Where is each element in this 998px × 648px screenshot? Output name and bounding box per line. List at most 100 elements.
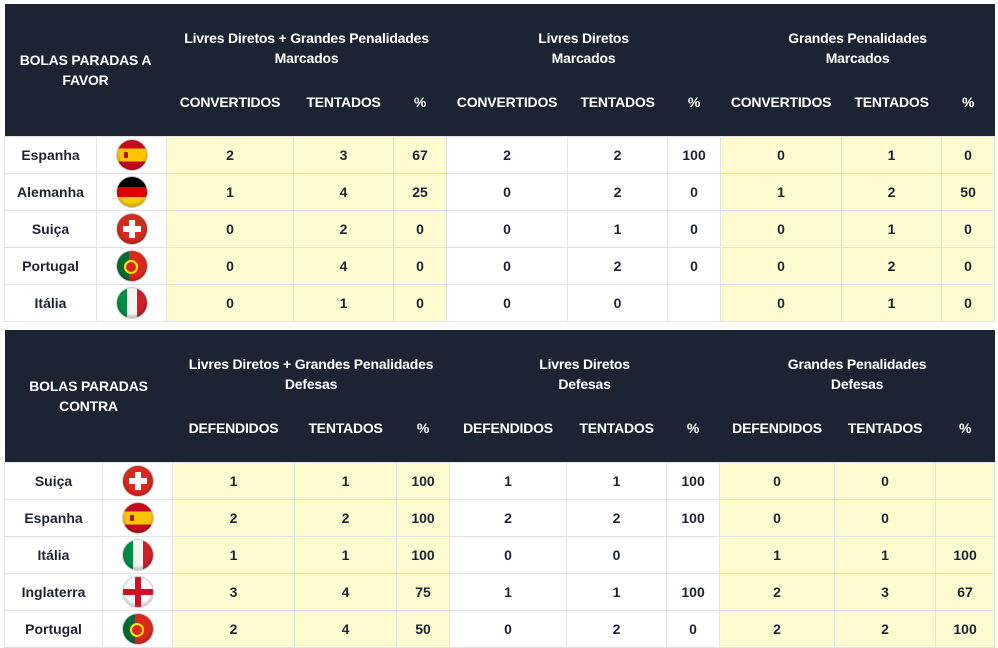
stat-cell: 50	[396, 610, 451, 648]
column-header: DEFENDIDOS	[719, 418, 835, 463]
column-header: TENTADOS	[834, 418, 936, 463]
stat-cell: 0	[446, 284, 569, 322]
stat-cell: 0	[166, 210, 295, 248]
column-header: TENTADOS	[841, 92, 942, 137]
flag-cell	[95, 247, 168, 285]
group-header: Livres Diretos Marcados	[446, 4, 721, 92]
stat-cell: 3	[834, 573, 937, 611]
stat-cell: 0	[667, 173, 722, 211]
stat-cell: 0	[720, 136, 843, 174]
stat-cell: 2	[567, 173, 669, 211]
stat-cell: 75	[396, 573, 451, 611]
table-row: Alemanha 1 4 25 0 2 0 1 2 50	[4, 173, 996, 211]
column-header: DEFENDIDOS	[172, 418, 295, 463]
stat-cell: 3	[172, 573, 296, 611]
set-pieces-against-table: BOLAS PARADAS CONTRA Livres Diretos + Gr…	[4, 330, 996, 648]
flag-cell	[95, 284, 168, 322]
stat-cell: 100	[396, 499, 451, 537]
stat-cell: 2	[449, 499, 568, 537]
flag-cell	[101, 536, 174, 574]
table-row: Itália 1 1 100 0 0 1 1 100	[4, 536, 996, 574]
stat-cell	[666, 536, 721, 574]
stat-cell: 4	[294, 573, 398, 611]
stat-cell: 2	[172, 610, 296, 648]
stat-cell: 1	[719, 536, 836, 574]
stat-cell	[935, 499, 996, 537]
flag-cell	[101, 573, 174, 611]
stat-cell: 1	[293, 284, 395, 322]
flag-cell	[101, 610, 174, 648]
stat-cell	[667, 284, 722, 322]
stat-cell: 0	[566, 536, 668, 574]
stat-cell: 1	[294, 462, 398, 500]
team-name: Inglaterra	[4, 573, 103, 611]
stat-cell: 67	[393, 136, 448, 174]
team-name: Portugal	[4, 610, 103, 648]
stat-cell: 2	[566, 610, 668, 648]
team-name: Suiça	[4, 462, 103, 500]
stat-cell: 0	[834, 462, 937, 500]
stat-cell: 1	[449, 462, 568, 500]
stat-cell: 1	[166, 173, 295, 211]
stat-cell: 1	[566, 573, 668, 611]
stat-cell: 100	[667, 136, 722, 174]
stat-cell: 0	[166, 284, 295, 322]
column-header: TENTADOS	[294, 418, 397, 463]
stat-cell: 2	[567, 247, 669, 285]
stat-cell: 2	[834, 610, 937, 648]
set-pieces-for-table: BOLAS PARADAS A FAVOR Livres Diretos + G…	[4, 4, 996, 322]
group-header: Livres Diretos + Grandes Penalidades Defe…	[172, 330, 450, 418]
stat-cell: 2	[294, 499, 398, 537]
group-header: Livres Diretos Defesas	[449, 330, 720, 418]
spain-flag-icon	[122, 503, 153, 533]
table-row: Espanha 2 2 100 2 2 100 0 0	[4, 499, 996, 537]
table-title: BOLAS PARADAS A FAVOR	[4, 4, 167, 137]
stat-cell: 100	[666, 499, 721, 537]
stat-cell: 100	[666, 573, 721, 611]
stat-cell: 2	[446, 136, 569, 174]
group-header: Livres Diretos + Grandes Penalidades Marc…	[166, 4, 447, 92]
stat-cell: 1	[172, 536, 296, 574]
table-row: Portugal 0 4 0 0 2 0 0 2 0	[4, 247, 996, 285]
stat-cell: 25	[393, 173, 448, 211]
stat-cell: 2	[293, 210, 395, 248]
stat-cell: 0	[941, 136, 996, 174]
group-header: Grandes Penalidades Marcados	[720, 4, 995, 92]
team-name: Itália	[4, 536, 103, 574]
column-header: DEFENDIDOS	[449, 418, 567, 463]
flag-cell	[95, 210, 168, 248]
table-row: Suiça 1 1 100 1 1 100 0 0	[4, 462, 996, 500]
table-row: Itália 0 1 0 0 0 0 1 0	[4, 284, 996, 322]
stat-cell: 4	[294, 610, 398, 648]
stat-cell: 0	[393, 284, 448, 322]
column-header: TENTADOS	[293, 92, 394, 137]
team-name: Portugal	[4, 247, 97, 285]
team-name: Alemanha	[4, 173, 97, 211]
stat-cell: 0	[449, 610, 568, 648]
england-flag-icon	[122, 577, 153, 607]
stat-cell: 0	[941, 284, 996, 322]
stat-cell: 2	[566, 499, 668, 537]
team-name: Espanha	[4, 136, 97, 174]
team-name: Suiça	[4, 210, 97, 248]
flag-cell	[95, 173, 168, 211]
stat-cell: 0	[667, 210, 722, 248]
stat-cell: 50	[941, 173, 996, 211]
stat-cell: 0	[834, 499, 937, 537]
stat-cell: 100	[396, 536, 451, 574]
column-header: %	[941, 92, 995, 137]
stat-cell: 2	[719, 610, 836, 648]
stat-cell: 1	[449, 573, 568, 611]
stat-cell: 1	[834, 536, 937, 574]
stat-cell: 0	[446, 173, 569, 211]
stat-cell: 100	[935, 536, 996, 574]
stat-cell: 4	[293, 247, 395, 285]
stat-cell: 0	[720, 210, 843, 248]
stat-cell: 67	[935, 573, 996, 611]
stat-cell: 0	[446, 247, 569, 285]
stat-cell: 0	[719, 499, 836, 537]
stat-cell: 100	[666, 462, 721, 500]
germany-flag-icon	[116, 177, 147, 207]
portugal-flag-icon	[116, 251, 147, 281]
stat-cell: 1	[720, 173, 843, 211]
